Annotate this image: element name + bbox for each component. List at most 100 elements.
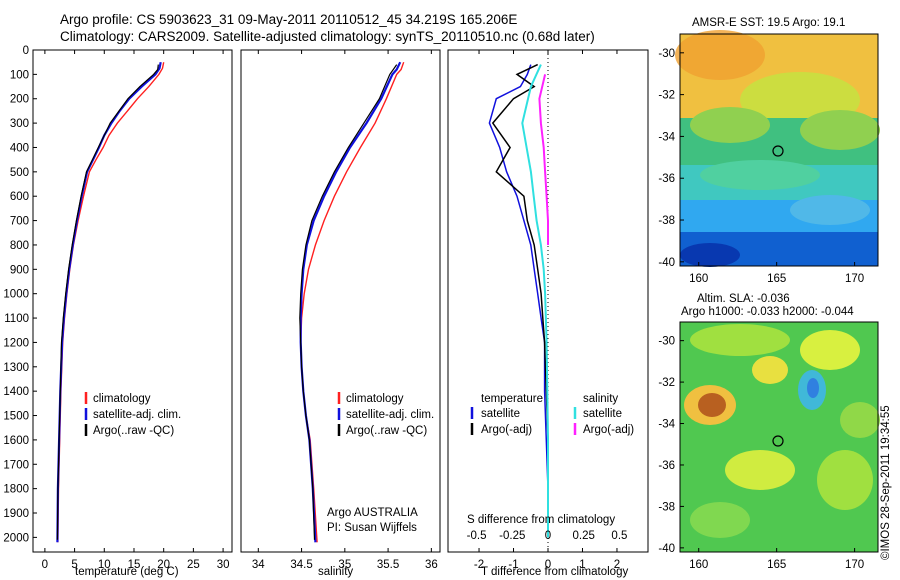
depth-tick-label: 1800 [3,484,29,496]
depth-tick-label: 1100 [4,313,29,325]
depth-tick-label: 1000 [3,289,29,301]
lon-tick-label: 160 [689,273,708,285]
series-salinity-satellite [521,64,549,538]
legend-satellite: satellite-adj. clim. [346,409,434,421]
lat-tick-label: -40 [658,543,675,555]
x-tick-label: 25 [187,559,200,571]
lon-tick-label: 165 [767,273,786,285]
credit-stamp: ©IMOS 28-Sep-2011 19:34:55 [880,405,892,560]
depth-tick-label: 700 [10,216,29,228]
s-tick-label: 0 [545,530,551,542]
depth-tick-label: 1200 [3,337,29,349]
legend-argo: Argo(..raw -QC) [93,425,174,437]
x-tick-label: -1 [508,559,518,571]
sla-map [679,321,880,553]
difference-s-axis: -0.5 -0.25 0 0.25 0.5 [467,530,628,542]
pi-note: PI: Susan Wijffels [327,522,417,534]
sst-map-title: AMSR-E SST: 19.5 Argo: 19.1 [692,17,845,29]
legend-climatology: climatology [346,393,404,405]
legend-climatology: climatology [93,393,151,405]
x-tick-label: 30 [217,559,230,571]
lon-tick-label: 170 [845,559,864,571]
lat-tick-label: -36 [658,173,675,185]
lat-tick-label: -32 [658,377,675,389]
depth-tick-label: 1500 [3,411,29,423]
x-tick-label: 36 [425,559,438,571]
salinity-x-axis: 34 34.5 35 35.5 36 [252,50,438,571]
temperature-xlabel: temperature (deg C) [75,566,179,578]
temperature-x-axis: 0 5 10 15 20 25 30 [42,50,230,571]
legend-satellite: satellite-adj. clim. [93,409,181,421]
lat-tick-label: -40 [658,257,675,269]
depth-tick-label: 400 [10,142,29,154]
legend-t-title: temperature [481,393,543,405]
lat-tick-label: -36 [658,460,675,472]
sla-map-title-1: Altim. SLA: -0.036 [697,293,790,305]
salinity-axes [240,49,441,553]
lat-tick-label: -30 [658,336,675,348]
x-tick-label: 0 [545,559,551,571]
temperature-axes [32,49,233,553]
float-location-marker [772,435,784,447]
lat-tick-label: -38 [658,215,675,227]
depth-tick-label: 0 [23,45,29,57]
legend-s-satellite: satellite [583,408,622,420]
lon-tick-label: 170 [845,273,864,285]
lat-tick-label: -30 [658,48,675,60]
depth-tick-label: 200 [10,94,29,106]
difference-legend: temperature salinity satellite Argo(-adj… [470,393,634,436]
s-difference-label: S difference from climatology [467,514,615,526]
x-tick-label: -2 [474,559,484,571]
s-tick-label: -0.5 [467,530,487,542]
t-difference-label: T difference from climatology [481,566,628,578]
depth-tick-label: 300 [10,118,29,130]
lon-tick-label: 160 [689,559,708,571]
header-line-2: Climatology: CARS2009. Satellite-adjuste… [60,29,595,44]
sla-map-title-2: Argo h1000: -0.033 h2000: -0.044 [681,306,854,318]
legend-s-title: salinity [583,393,618,405]
depth-tick-label: 1300 [3,362,29,374]
depth-tick-label: 1900 [3,508,29,520]
x-tick-label: 35 [338,559,351,571]
s-tick-label: 0.25 [573,530,595,542]
series-salinity-argo-adj- [538,74,549,245]
difference-t-axis: -2 -1 0 1 2 [474,50,620,571]
lat-tick-label: -38 [658,501,675,513]
legend-t-satellite: satellite [481,408,520,420]
lat-tick-label: -34 [658,419,675,431]
depth-tick-label: 1700 [3,459,29,471]
temperature-legend: climatology satellite-adj. clim. Argo(..… [84,392,181,437]
legend-t-argo: Argo(-adj) [481,424,532,436]
depth-tick-label: 500 [10,167,29,179]
depth-tick-label: 1400 [3,386,29,398]
depth-tick-label: 900 [10,264,29,276]
x-tick-label: 34.5 [290,559,312,571]
institution-note: Argo AUSTRALIA [327,507,418,519]
s-tick-label: -0.25 [499,530,525,542]
float-location-marker [772,145,784,157]
lon-tick-label: 165 [767,559,786,571]
depth-tick-label: 600 [10,191,29,203]
series-argo-raw-qc- [56,64,159,540]
temperature-lines [56,61,165,543]
depth-tick-label: 1600 [3,435,29,447]
salinity-lines [299,61,405,543]
s-tick-label: 0.5 [611,530,627,542]
salinity-legend: climatology satellite-adj. clim. Argo(..… [337,392,434,437]
depth-tick-label: 100 [10,69,29,81]
series-argo-raw-qc- [299,64,398,540]
series-temperature-satellite [488,64,549,538]
depth-axis: 0 100 200 300 400 500 600 700 800 900 1000 1100 1200… [3,45,452,544]
x-tick-label: 1 [579,559,585,571]
x-tick-label: 10 [98,559,111,571]
depth-tick-label: 2000 [3,532,29,544]
x-tick-label: 2 [614,559,620,571]
salinity-xlabel: salinity [318,566,353,578]
depth-tick-label: 800 [10,240,29,252]
legend-s-argo: Argo(-adj) [583,424,634,436]
lat-tick-label: -32 [658,90,675,102]
x-tick-label: 34 [252,559,265,571]
legend-argo: Argo(..raw -QC) [346,425,427,437]
header-line-1: Argo profile: CS 5903623_31 09-May-2011 … [60,12,518,27]
